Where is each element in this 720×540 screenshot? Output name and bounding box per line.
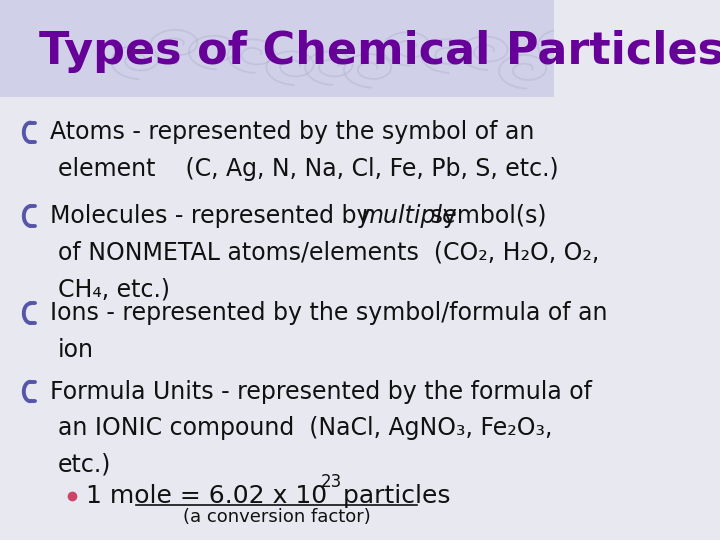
Text: particles: particles: [335, 484, 450, 508]
FancyBboxPatch shape: [0, 0, 554, 97]
Text: etc.): etc.): [58, 453, 112, 477]
Text: an IONIC compound  (NaCl, AgNO₃, Fe₂O₃,: an IONIC compound (NaCl, AgNO₃, Fe₂O₃,: [58, 416, 552, 440]
Text: multiple: multiple: [360, 204, 456, 228]
Text: symbol(s): symbol(s): [423, 204, 546, 228]
Text: 23: 23: [321, 473, 343, 491]
Text: Formula Units - represented by the formula of: Formula Units - represented by the formu…: [50, 380, 592, 403]
Text: element    (C, Ag, N, Na, Cl, Fe, Pb, S, etc.): element (C, Ag, N, Na, Cl, Fe, Pb, S, et…: [58, 157, 559, 181]
Text: Atoms - represented by the symbol of an: Atoms - represented by the symbol of an: [50, 120, 534, 144]
Text: (a conversion factor): (a conversion factor): [183, 508, 371, 526]
Text: ion: ion: [58, 338, 94, 362]
Text: Molecules - represented by: Molecules - represented by: [50, 204, 378, 228]
Text: Types of Chemical Particles: Types of Chemical Particles: [39, 30, 720, 73]
Text: CH₄, etc.): CH₄, etc.): [58, 278, 170, 301]
Text: Ions - represented by the symbol/formula of an: Ions - represented by the symbol/formula…: [50, 301, 608, 325]
Text: 1 mole = 6.02 x 10: 1 mole = 6.02 x 10: [86, 484, 327, 508]
Text: of NONMETAL atoms/elements  (CO₂, H₂O, O₂,: of NONMETAL atoms/elements (CO₂, H₂O, O₂…: [58, 241, 600, 265]
